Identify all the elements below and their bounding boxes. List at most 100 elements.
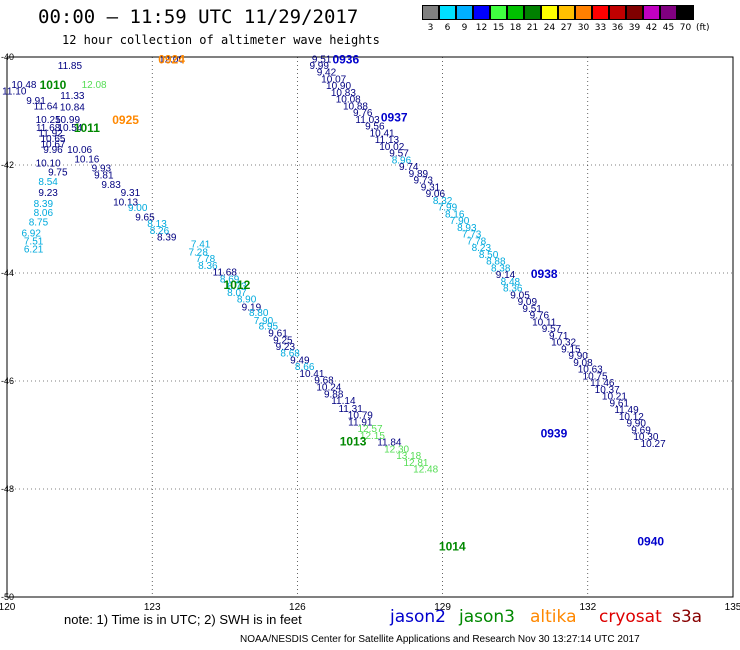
swh-value-label: 10.12 (619, 412, 644, 423)
pass-label: 0936 (332, 53, 359, 67)
swh-value-label: 9.57 (389, 149, 409, 160)
swh-value-label: 7.78 (196, 254, 216, 265)
swh-value-label: 10.63 (578, 365, 603, 376)
swh-value-label: 9.23 (276, 342, 296, 353)
swh-value-label: 8.32 (433, 196, 453, 207)
color-bin-6 (439, 5, 456, 20)
swh-value-label: 8.13 (147, 219, 167, 230)
swh-value-label: 9.05 (510, 291, 530, 302)
swh-value-label: 8.68 (280, 348, 300, 359)
color-bin-39 (626, 5, 643, 20)
swh-value-label: 6.92 (21, 229, 41, 240)
swh-value-label: 9.08 (573, 358, 593, 369)
swh-value-label: 11.14 (331, 396, 356, 407)
swh-value-label: 11.31 (338, 404, 363, 415)
swh-value-label: 9.91 (26, 96, 46, 107)
color-bin-70 (677, 5, 694, 20)
swh-value-label: 10.84 (60, 103, 85, 114)
swh-value-label: 12.30 (384, 445, 409, 456)
pass-label: 0940 (637, 534, 664, 548)
swh-value-label: 10.06 (67, 145, 92, 156)
swh-value-label: 9.83 (101, 180, 121, 191)
chart-title: 00:00 – 11:59 UTC 11/29/2017 (38, 6, 359, 28)
swh-value-label: 8.36 (503, 284, 523, 295)
color-bin-9 (456, 5, 473, 20)
swh-value-label: 11.84 (377, 437, 402, 448)
swh-value-label: 9.90 (626, 419, 646, 430)
swh-value-label: 10.11 (532, 318, 557, 329)
swh-value-label: 9.90 (568, 351, 588, 362)
swh-value-label: 11.49 (614, 405, 639, 416)
swh-value-label: 9.51 (312, 55, 332, 66)
color-bin-42 (643, 5, 660, 20)
pass-label: 1012 (224, 278, 251, 292)
swh-value-label: 11.33 (60, 91, 85, 102)
x-tick-label: 135 (725, 602, 740, 613)
swh-value-label: 12.81 (403, 458, 428, 469)
swh-value-label: 11.68 (36, 123, 61, 134)
mission-s3a: s3a (672, 607, 703, 627)
swh-value-label: 10.75 (583, 372, 608, 383)
x-tick-label: 129 (434, 602, 451, 613)
swh-value-label: 8.26 (150, 226, 170, 237)
credit-line: NOAA/NESDIS Center for Satellite Applica… (240, 634, 640, 645)
chart-subtitle: 12 hour collection of altimeter wave hei… (62, 33, 380, 47)
color-bin-33 (592, 5, 609, 20)
swh-value-label: 10.48 (11, 80, 36, 91)
swh-value-label: 9.88 (324, 389, 344, 400)
pass-label: 0938 (531, 267, 558, 281)
swh-value-label: 10.88 (343, 102, 368, 113)
swh-value-label: 8.48 (501, 277, 521, 288)
swh-value-label: 11.92 (38, 129, 63, 140)
swh-value-label: 7.28 (188, 247, 208, 258)
pass-label: 1014 (439, 540, 466, 554)
swh-value-label: 12.48 (413, 464, 438, 475)
swh-value-label: 7.51 (24, 237, 44, 248)
color-bin-24 (541, 5, 558, 20)
swh-value-label: 11.46 (590, 378, 615, 389)
color-bin-label: 27 (560, 23, 573, 33)
swh-value-label: 8.38 (491, 264, 511, 275)
y-tick-label: -50 (1, 592, 14, 602)
swh-value-label: 9.57 (542, 324, 562, 335)
swh-value-label: 8.95 (259, 321, 279, 332)
swh-value-label: 8.16 (445, 210, 465, 221)
swh-value-label: 8.50 (479, 250, 499, 261)
swh-value-label: 11.13 (375, 135, 400, 146)
x-tick-label: 126 (289, 602, 306, 613)
color-bin-45 (660, 5, 677, 20)
swh-value-label: 9.06 (426, 189, 446, 200)
pass-label: 1013 (340, 434, 367, 448)
color-bin-18 (507, 5, 524, 20)
swh-value-label: 10.67 (40, 139, 65, 150)
color-bin-label: 24 (543, 23, 556, 33)
color-bin-label: 15 (492, 23, 505, 33)
swh-value-label: 10.25 (36, 115, 61, 126)
pass-label: 0937 (381, 110, 408, 124)
swh-value-label: 10.37 (595, 385, 620, 396)
mission-cryosat: cryosat (599, 607, 662, 627)
swh-value-label: 9.51 (522, 304, 542, 315)
swh-value-label: 8.90 (237, 294, 257, 305)
color-bin-21 (524, 5, 541, 20)
swh-value-label: 10.83 (331, 88, 356, 99)
swh-value-label: 9.76 (353, 108, 373, 119)
color-bin-label: 9 (461, 23, 468, 33)
pass-label: 0939 (541, 426, 568, 440)
swh-value-label: 10.07 (321, 75, 346, 86)
x-tick-label: 120 (0, 602, 16, 613)
swh-value-label: 9.23 (38, 188, 58, 199)
x-tick-label: 132 (579, 602, 596, 613)
swh-value-label: 7.90 (450, 216, 470, 227)
swh-value-label: 8.66 (295, 362, 315, 373)
swh-value-label: 8.39 (157, 232, 177, 243)
swh-value-label: 10.54 (57, 123, 82, 134)
swh-value-label: 9.99 (309, 61, 329, 72)
swh-value-label: 9.74 (399, 162, 419, 173)
pass-label: 1011 (74, 121, 100, 135)
swh-value-label: 10.41 (299, 369, 324, 380)
swh-value-label: 7.99 (438, 203, 458, 214)
swh-value-label: 7.41 (191, 239, 211, 250)
swh-value-label: 8.06 (34, 208, 54, 219)
